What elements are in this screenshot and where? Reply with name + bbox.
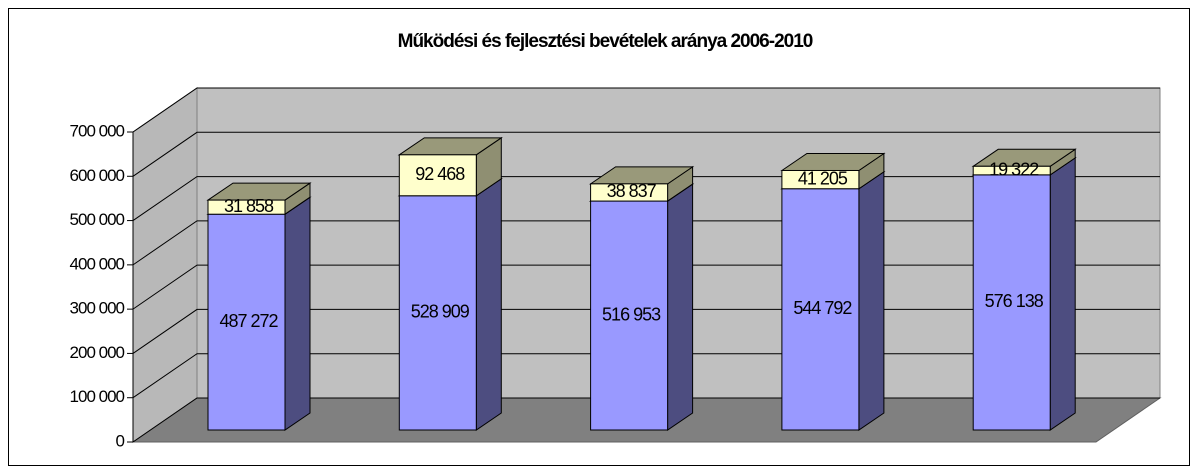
y-tick-label: 600 000 [70,166,125,185]
bar [972,165,1051,176]
data-label: 487 272 [219,311,278,331]
bar [398,154,477,197]
grid-line [132,131,1160,177]
data-label: 31 858 [224,196,274,216]
data-label: 516 953 [602,304,661,324]
data-label: 544 792 [793,298,852,318]
data-label: 19 322 [989,159,1039,179]
data-label: 41 205 [798,168,848,188]
bar [590,183,669,202]
bar [398,195,477,431]
side-wall [132,87,198,443]
data-label: 576 138 [985,291,1044,311]
bars: 487 272 31 858 528 909 92 468 516 953 38 837 5… [206,136,1077,431]
grid-line [132,87,1160,133]
bar [781,188,860,431]
y-tick-label: 300 000 [70,299,125,318]
bar-side [475,177,502,431]
bar-side [858,170,885,431]
bar [590,200,669,431]
chart-title: Működési és fejlesztési bevételek aránya… [398,31,813,52]
bar-side [667,183,694,431]
bar [781,169,860,190]
bar-side [284,196,311,431]
bar-side [1049,156,1076,431]
y-tick-label: 500 000 [70,210,125,229]
y-tick-label: 100 000 [70,387,125,406]
y-tick-label: 400 000 [70,254,125,273]
bar [207,199,286,215]
data-label: 92 468 [415,164,465,184]
y-tick-label: 200 000 [70,343,125,362]
bar [207,213,286,431]
data-label: 528 909 [411,302,470,322]
y-tick-label: 0 [116,431,125,450]
data-label: 38 837 [607,181,657,201]
y-tick-label: 700 000 [70,121,125,140]
